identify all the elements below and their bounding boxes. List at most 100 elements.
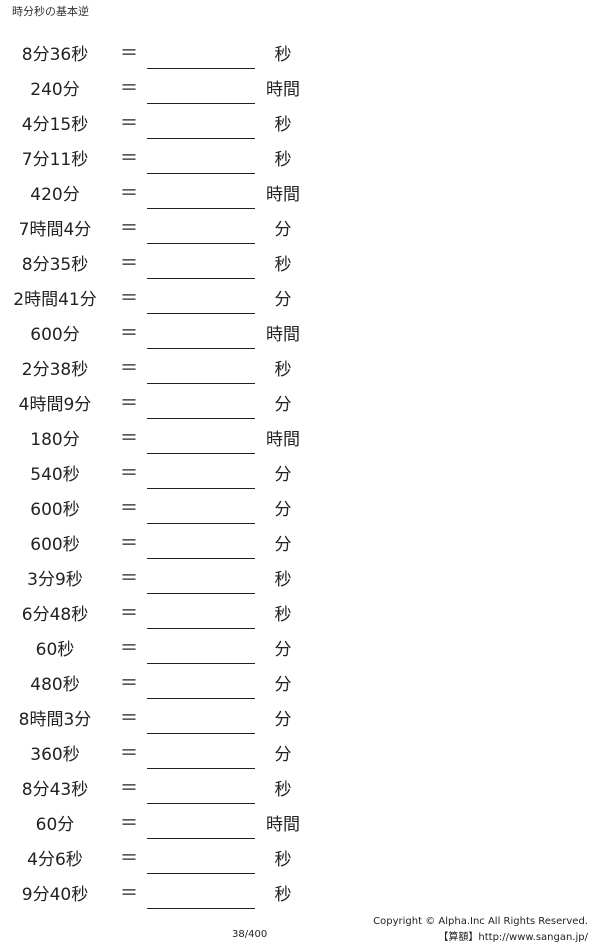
answer-blank[interactable] bbox=[147, 593, 255, 594]
equals-sign: ＝ bbox=[120, 603, 138, 624]
answer-unit: 秒 bbox=[274, 45, 292, 65]
answer-unit: 分 bbox=[274, 220, 292, 240]
problem-row: 8時間3分 ＝ 分 bbox=[0, 699, 600, 734]
answer-unit: 分 bbox=[274, 290, 292, 310]
equals-sign: ＝ bbox=[120, 848, 138, 869]
problem-expression: 3分9秒 bbox=[27, 570, 83, 590]
answer-unit: 分 bbox=[274, 745, 292, 765]
problem-expression: 540秒 bbox=[30, 465, 80, 485]
answer-unit: 時間 bbox=[266, 80, 300, 100]
problem-row: 420分 ＝ 時間 bbox=[0, 174, 600, 209]
problem-row: 2分38秒 ＝ 秒 bbox=[0, 349, 600, 384]
answer-unit: 時間 bbox=[266, 430, 300, 450]
problem-expression: 7時間4分 bbox=[18, 220, 92, 240]
problem-row: 240分 ＝ 時間 bbox=[0, 69, 600, 104]
problem-row: 3分9秒 ＝ 秒 bbox=[0, 559, 600, 594]
answer-blank[interactable] bbox=[147, 523, 255, 524]
problem-expression: 8分43秒 bbox=[21, 780, 89, 800]
problem-row: 540秒 ＝ 分 bbox=[0, 454, 600, 489]
answer-blank[interactable] bbox=[147, 278, 255, 279]
problem-expression: 600秒 bbox=[30, 535, 80, 555]
equals-sign: ＝ bbox=[120, 78, 138, 99]
answer-blank[interactable] bbox=[147, 313, 255, 314]
answer-blank[interactable] bbox=[147, 873, 255, 874]
answer-unit: 時間 bbox=[266, 815, 300, 835]
problem-row: 8分35秒 ＝ 秒 bbox=[0, 244, 600, 279]
problem-row: 60分 ＝ 時間 bbox=[0, 804, 600, 839]
answer-blank[interactable] bbox=[147, 453, 255, 454]
equals-sign: ＝ bbox=[120, 428, 138, 449]
answer-blank[interactable] bbox=[147, 733, 255, 734]
problem-row: 180分 ＝ 時間 bbox=[0, 419, 600, 454]
problem-row: 8分43秒 ＝ 秒 bbox=[0, 769, 600, 804]
answer-blank[interactable] bbox=[147, 208, 255, 209]
answer-blank[interactable] bbox=[147, 243, 255, 244]
equals-sign: ＝ bbox=[120, 113, 138, 134]
answer-unit: 秒 bbox=[274, 605, 292, 625]
equals-sign: ＝ bbox=[120, 218, 138, 239]
problem-expression: 480秒 bbox=[30, 675, 80, 695]
equals-sign: ＝ bbox=[120, 288, 138, 309]
worksheet-title: 時分秒の基本逆 bbox=[12, 5, 89, 18]
problem-row: 4分15秒 ＝ 秒 bbox=[0, 104, 600, 139]
equals-sign: ＝ bbox=[120, 638, 138, 659]
equals-sign: ＝ bbox=[120, 183, 138, 204]
answer-blank[interactable] bbox=[147, 173, 255, 174]
answer-unit: 分 bbox=[274, 640, 292, 660]
equals-sign: ＝ bbox=[120, 148, 138, 169]
problem-row: 600秒 ＝ 分 bbox=[0, 524, 600, 559]
problem-row: 60秒 ＝ 分 bbox=[0, 629, 600, 664]
copyright-text: Copyright © Alpha.Inc All Rights Reserve… bbox=[373, 916, 588, 927]
answer-blank[interactable] bbox=[147, 68, 255, 69]
problem-expression: 2時間41分 bbox=[13, 290, 97, 310]
answer-blank[interactable] bbox=[147, 803, 255, 804]
answer-blank[interactable] bbox=[147, 908, 255, 909]
answer-unit: 秒 bbox=[274, 150, 292, 170]
site-link: 【算額】http://www.sangan.jp/ bbox=[438, 932, 588, 943]
equals-sign: ＝ bbox=[120, 883, 138, 904]
problem-row: 600秒 ＝ 分 bbox=[0, 489, 600, 524]
problem-expression: 8分35秒 bbox=[21, 255, 89, 275]
problem-expression: 4時間9分 bbox=[18, 395, 92, 415]
equals-sign: ＝ bbox=[120, 708, 138, 729]
equals-sign: ＝ bbox=[120, 393, 138, 414]
answer-blank[interactable] bbox=[147, 138, 255, 139]
problem-row: 7時間4分 ＝ 分 bbox=[0, 209, 600, 244]
problem-expression: 420分 bbox=[30, 185, 80, 205]
problem-row: 4時間9分 ＝ 分 bbox=[0, 384, 600, 419]
answer-unit: 秒 bbox=[274, 570, 292, 590]
answer-unit: 分 bbox=[274, 535, 292, 555]
problem-row: 2時間41分 ＝ 分 bbox=[0, 279, 600, 314]
answer-unit: 分 bbox=[274, 710, 292, 730]
problem-row: 7分11秒 ＝ 秒 bbox=[0, 139, 600, 174]
answer-unit: 秒 bbox=[274, 255, 292, 275]
answer-blank[interactable] bbox=[147, 838, 255, 839]
problem-expression: 60分 bbox=[35, 815, 75, 835]
answer-unit: 時間 bbox=[266, 185, 300, 205]
problem-list: 8分36秒 ＝ 秒 240分 ＝ 時間 4分15秒 ＝ 秒 7分11秒 ＝ 秒 420分… bbox=[0, 34, 600, 909]
problem-expression: 600秒 bbox=[30, 500, 80, 520]
equals-sign: ＝ bbox=[120, 533, 138, 554]
problem-row: 360秒 ＝ 分 bbox=[0, 734, 600, 769]
answer-blank[interactable] bbox=[147, 698, 255, 699]
answer-blank[interactable] bbox=[147, 628, 255, 629]
answer-blank[interactable] bbox=[147, 383, 255, 384]
answer-blank[interactable] bbox=[147, 488, 255, 489]
answer-blank[interactable] bbox=[147, 663, 255, 664]
answer-blank[interactable] bbox=[147, 348, 255, 349]
answer-unit: 時間 bbox=[266, 325, 300, 345]
answer-blank[interactable] bbox=[147, 768, 255, 769]
problem-expression: 4分15秒 bbox=[21, 115, 89, 135]
problem-expression: 9分40秒 bbox=[21, 885, 89, 905]
problem-row: 6分48秒 ＝ 秒 bbox=[0, 594, 600, 629]
answer-unit: 秒 bbox=[274, 850, 292, 870]
problem-expression: 600分 bbox=[30, 325, 80, 345]
page-number: 38/400 bbox=[232, 929, 268, 940]
answer-blank[interactable] bbox=[147, 103, 255, 104]
problem-row: 8分36秒 ＝ 秒 bbox=[0, 34, 600, 69]
answer-blank[interactable] bbox=[147, 418, 255, 419]
problem-row: 480秒 ＝ 分 bbox=[0, 664, 600, 699]
equals-sign: ＝ bbox=[120, 43, 138, 64]
answer-blank[interactable] bbox=[147, 558, 255, 559]
answer-unit: 秒 bbox=[274, 885, 292, 905]
